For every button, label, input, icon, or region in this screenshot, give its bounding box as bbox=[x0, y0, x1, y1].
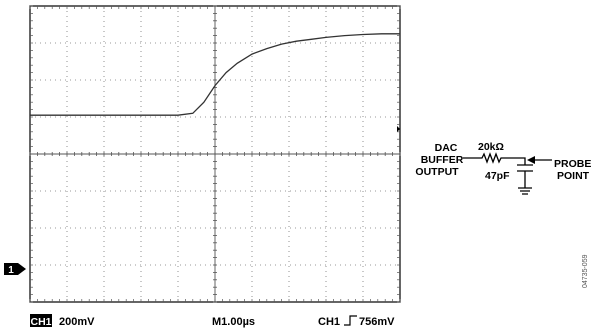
capacitor-label: 47pF bbox=[485, 170, 510, 182]
ground-icon bbox=[518, 187, 532, 195]
probe-label-line2: POINT bbox=[557, 170, 590, 182]
circuit-schematic: DAC BUFFER OUTPUT 20kΩ 47pF PROBE POINT bbox=[415, 141, 591, 195]
capacitor-icon bbox=[517, 164, 533, 188]
resistor-label: 20kΩ bbox=[478, 141, 504, 153]
figure-number: 04735-059 bbox=[582, 254, 589, 288]
trigger-channel: CH1 bbox=[318, 316, 340, 328]
ground-marker-label: 1 bbox=[8, 265, 14, 276]
series-line-ch1 bbox=[30, 33, 400, 116]
channel-badge-bg bbox=[30, 314, 52, 327]
trigger-level: 756mV bbox=[359, 316, 395, 328]
status-bar: CH1 200mV M1.00µs CH1 756mV bbox=[30, 314, 395, 328]
center-axes bbox=[29, 5, 401, 303]
timebase: M1.00µs bbox=[212, 316, 255, 328]
source-label-line1: DAC bbox=[435, 142, 458, 154]
source-label-line2: BUFFER bbox=[421, 154, 464, 166]
rising-edge-icon bbox=[344, 315, 357, 326]
resistor-icon bbox=[463, 152, 526, 165]
ground-marker: 1 bbox=[4, 263, 26, 276]
channel-badge: CH1 bbox=[30, 316, 51, 328]
probe-arrow-icon bbox=[527, 156, 535, 164]
probe-label-line1: PROBE bbox=[554, 158, 591, 170]
source-label-line3: OUTPUT bbox=[415, 166, 459, 178]
trigger-level-marker bbox=[397, 126, 400, 132]
volts-per-div: 200mV bbox=[59, 316, 95, 328]
